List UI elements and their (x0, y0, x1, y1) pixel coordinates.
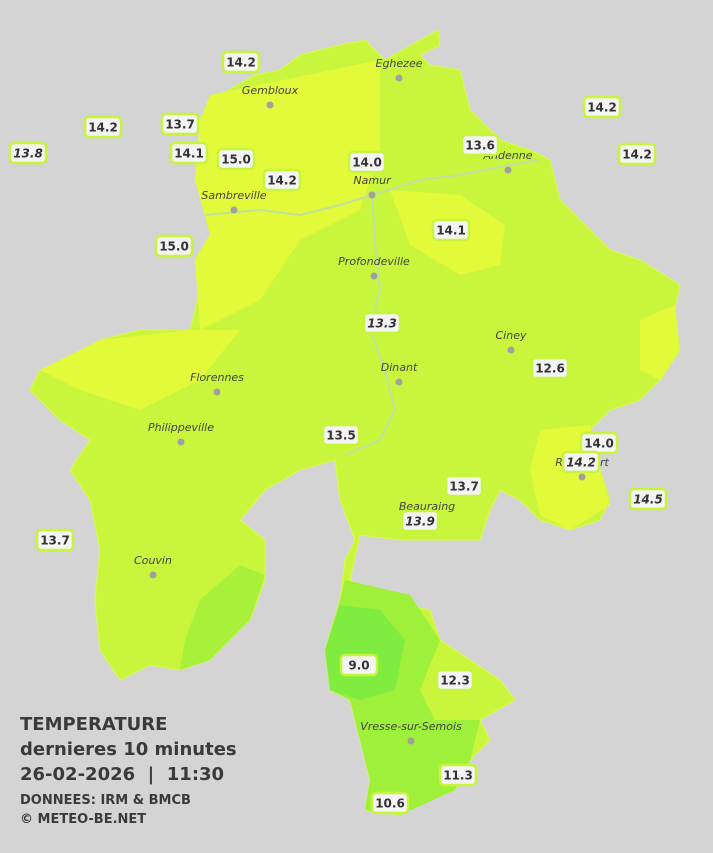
town-label: Sambreville (201, 189, 266, 202)
station-box (262, 168, 302, 192)
station-value: 11.3 (443, 769, 473, 783)
warm-zone (40, 330, 240, 410)
source: DONNEES: IRM & BMCB (20, 793, 191, 808)
station-box (435, 668, 475, 692)
station-value: 12.6 (535, 362, 565, 376)
station-box (460, 133, 500, 157)
datetime: 26-02-2026 | 11:30 (20, 764, 224, 785)
town-dot (230, 206, 238, 214)
cool-zone (180, 565, 265, 670)
station-value: 14.2 (622, 148, 652, 162)
station-value: 12.3 (440, 674, 470, 688)
station-value: 14.1 (436, 224, 466, 238)
station-box (216, 147, 256, 171)
town-dot (266, 101, 274, 109)
station-box (438, 763, 478, 787)
town-label: Couvin (134, 554, 172, 567)
town-label: Profondeville (338, 255, 410, 268)
station-box (83, 115, 123, 139)
town-dot (395, 74, 403, 82)
town-dot (370, 272, 378, 280)
town-label: Namur (353, 174, 392, 187)
town-label: Gembloux (242, 84, 299, 97)
station-value: 13.9 (405, 515, 435, 529)
town-dot (507, 346, 515, 354)
town-dot (504, 166, 512, 174)
station-value: 14.2 (566, 456, 596, 470)
station-box (35, 528, 75, 552)
station-value: 14.0 (352, 156, 382, 170)
town-label: Ciney (496, 329, 527, 342)
town-dot (177, 438, 185, 446)
title: TEMPERATURE (20, 714, 167, 735)
station-value: 14.2 (88, 121, 118, 135)
town-label: Eghezee (376, 57, 423, 70)
station-value: 14.2 (587, 101, 617, 115)
station-box (339, 653, 379, 677)
station-box (617, 142, 657, 166)
town-dot (407, 737, 415, 745)
station-box (530, 356, 570, 380)
station-value: 14.0 (584, 437, 614, 451)
town-label: Philippeville (148, 421, 214, 434)
station-value: 14.5 (633, 493, 663, 507)
station-box (431, 218, 471, 242)
station-value: 14.2 (267, 174, 297, 188)
station-box (321, 423, 361, 447)
station-value: 13.3 (367, 317, 397, 331)
station-box (370, 791, 410, 815)
station-value: 13.7 (165, 118, 195, 132)
station-value: 15.0 (159, 240, 189, 254)
town-dot (149, 571, 157, 579)
station-box (221, 50, 261, 74)
station-box (561, 450, 601, 474)
warm-zone (640, 305, 680, 380)
town-dot (578, 473, 586, 481)
station-value: 9.0 (348, 659, 369, 673)
town-dot (395, 378, 403, 386)
station-value: 13.5 (326, 429, 356, 443)
subtitle: dernieres 10 minutes (20, 739, 237, 760)
town-label: Vresse-sur-Semois (360, 720, 462, 733)
town-label: Dinant (381, 361, 418, 374)
station-value: 13.8 (13, 147, 43, 161)
town-label: Florennes (190, 371, 244, 384)
town-dot (368, 191, 376, 199)
station-box (582, 95, 622, 119)
town-dot (213, 388, 221, 396)
station-box (362, 311, 402, 335)
station-box (154, 234, 194, 258)
station-value: 14.1 (174, 147, 204, 161)
station-value: 13.6 (465, 139, 495, 153)
station-value: 15.0 (221, 153, 251, 167)
station-box (400, 509, 440, 533)
station-box (444, 474, 484, 498)
station-box (169, 141, 209, 165)
station-value: 13.7 (40, 534, 70, 548)
warm-zone (195, 60, 380, 330)
station-value: 14.2 (226, 56, 256, 70)
copyright: © METEO-BE.NET (20, 812, 146, 827)
station-value: 13.7 (449, 480, 479, 494)
station-box (160, 112, 200, 136)
station-box (628, 487, 668, 511)
station-value: 10.6 (375, 797, 405, 811)
station-box (347, 150, 387, 174)
station-box (8, 141, 48, 165)
